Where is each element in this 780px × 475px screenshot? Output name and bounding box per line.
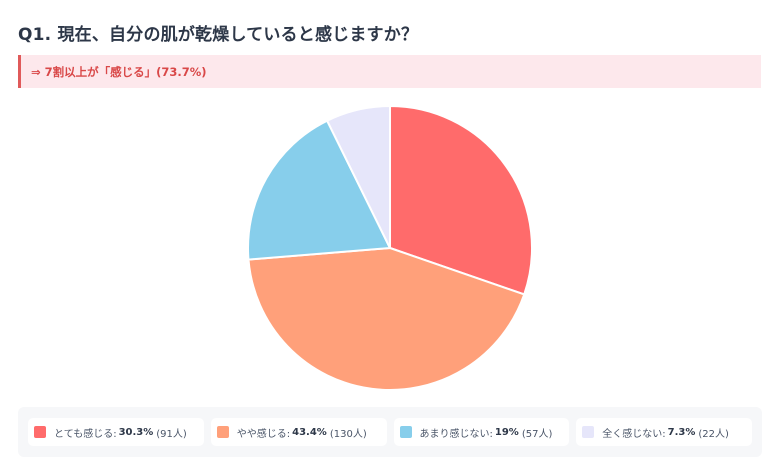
legend-item-very[interactable]: とても感じる: 30.3% (91人) bbox=[28, 418, 204, 446]
legend-label: やや感じる: bbox=[236, 428, 291, 440]
legend-label: あまり感じない: bbox=[419, 428, 493, 440]
legend-percent: 19% bbox=[494, 426, 519, 438]
pie-slices bbox=[247, 104, 533, 391]
pie-slice-1[interactable] bbox=[389, 104, 533, 296]
pie-chart bbox=[247, 104, 533, 391]
legend-percent: 43.4% bbox=[292, 426, 327, 438]
legend-percent: 7.3% bbox=[667, 426, 696, 438]
chart-legend: とても感じる: 30.3% (91人) やや感じる: 43.4% (130人) … bbox=[18, 407, 762, 457]
legend-swatch bbox=[582, 426, 595, 438]
legend-swatch bbox=[34, 426, 46, 438]
legend-swatch bbox=[216, 426, 229, 438]
legend-swatch bbox=[399, 426, 412, 438]
summary-text: ⇒ 7割以上が「感じる」(73.7%) bbox=[31, 64, 207, 79]
summary-banner: ⇒ 7割以上が「感じる」(73.7%) bbox=[18, 55, 761, 88]
legend-item-not-at-all[interactable]: 全く感じない: 7.3% (22人) bbox=[576, 418, 752, 446]
question-title: Q1. 現在、自分の肌が乾燥していると感じますか？ bbox=[18, 25, 419, 45]
pie-slice-4[interactable] bbox=[325, 104, 391, 249]
legend-item-not-much[interactable]: あまり感じない: 19% (57人) bbox=[393, 418, 570, 446]
pie-slice-2[interactable] bbox=[247, 246, 526, 391]
legend-item-somewhat[interactable]: やや感じる: 43.4% (130人) bbox=[210, 418, 387, 446]
legend-count: (57人) bbox=[521, 428, 553, 440]
legend-label: 全く感じない: bbox=[602, 428, 666, 440]
pie-slice-3[interactable] bbox=[247, 119, 392, 261]
legend-percent: 30.3% bbox=[118, 426, 154, 438]
legend-label: とても感じる: bbox=[54, 428, 117, 440]
legend-count: (91人) bbox=[156, 428, 187, 440]
legend-count: (130人) bbox=[329, 428, 367, 440]
legend-count: (22人) bbox=[698, 428, 729, 440]
